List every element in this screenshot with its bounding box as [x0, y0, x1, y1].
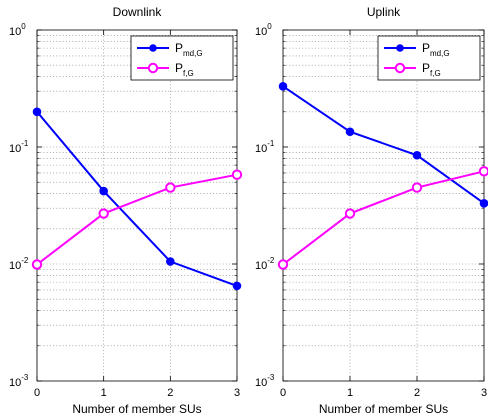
data-point	[98, 208, 109, 219]
x-axis-label: Number of member SUs	[319, 402, 448, 416]
x-tick-label: 3	[234, 387, 240, 399]
legend-label-subscript: md,G	[430, 49, 450, 58]
y-tick-label: 10-1	[9, 139, 29, 155]
legend-label-subscript: f,G	[430, 69, 441, 78]
series-line-0	[36, 111, 238, 287]
data-point	[277, 259, 289, 270]
data-point	[31, 259, 43, 270]
axes-box	[36, 29, 238, 382]
series-line-1	[36, 173, 238, 266]
data-point	[479, 199, 488, 208]
data-point	[344, 208, 356, 219]
y-tick-exponent: -2	[21, 256, 29, 265]
data-point	[99, 186, 108, 196]
x-tick-label: 3	[481, 387, 487, 399]
x-tick-label: 1	[347, 387, 353, 399]
legend-label-main: P	[175, 61, 183, 75]
legend-label: Pf,G	[175, 61, 194, 78]
y-tick-label: 10-3	[255, 373, 275, 389]
y-tick-base: 10	[9, 377, 21, 389]
y-tick-label: 10-3	[9, 373, 29, 389]
legend-box	[377, 35, 481, 81]
legend-marker	[147, 62, 159, 74]
x-tick-label: 1	[101, 387, 107, 399]
y-tick-exponent: -3	[267, 373, 275, 382]
y-tick-exponent: -1	[267, 139, 275, 148]
data-point	[412, 150, 422, 160]
y-tick-label: 100	[255, 22, 272, 38]
y-tick-base: 10	[255, 26, 267, 38]
legend: Pmd,GPf,G	[130, 35, 234, 81]
data-point	[165, 182, 176, 193]
legend-label: Pmd,G	[422, 41, 450, 58]
data-point	[478, 166, 488, 177]
data-point	[166, 257, 175, 266]
legend: Pmd,GPf,G	[377, 35, 481, 81]
legend-label-subscript: md,G	[183, 49, 203, 58]
x-tick-label: 0	[34, 387, 40, 399]
y-tick-label: 100	[9, 22, 26, 38]
y-tick-base: 10	[9, 143, 21, 155]
y-tick-base: 10	[9, 26, 21, 38]
data-point	[32, 107, 42, 117]
y-tick-base: 10	[9, 260, 21, 272]
legend-label: Pf,G	[422, 61, 441, 78]
chart-title: Uplink	[367, 5, 401, 19]
legend-box	[130, 35, 234, 81]
legend-label-main: P	[175, 41, 183, 55]
data-point	[278, 82, 288, 91]
y-tick-base: 10	[255, 143, 267, 155]
y-tick-base: 10	[255, 377, 267, 389]
chart-title: Downlink	[113, 5, 163, 19]
y-tick-exponent: -2	[267, 256, 275, 265]
legend-label-main: P	[422, 61, 430, 75]
data-point	[345, 127, 355, 137]
y-tick-label: 10-1	[255, 139, 275, 155]
legend-label-main: P	[422, 41, 430, 55]
data-point	[232, 281, 242, 291]
plot-area	[283, 30, 484, 381]
y-tick-exponent: 0	[21, 22, 26, 31]
legend-label-subscript: f,G	[183, 69, 194, 78]
legend-marker	[149, 44, 157, 52]
x-tick-label: 2	[167, 387, 173, 399]
x-axis-label: Number of member SUs	[72, 402, 201, 416]
x-tick-label: 2	[414, 387, 420, 399]
y-tick-exponent: 0	[267, 22, 272, 31]
legend-marker	[396, 44, 404, 52]
y-tick-exponent: -1	[21, 139, 29, 148]
x-tick-label: 0	[280, 387, 286, 399]
series-line-1	[282, 170, 485, 266]
legend-marker	[394, 62, 406, 74]
y-tick-label: 10-2	[255, 256, 275, 272]
y-tick-exponent: -3	[21, 373, 29, 382]
y-tick-label: 10-2	[9, 256, 29, 272]
legend-label: Pmd,G	[175, 41, 203, 58]
data-point	[231, 169, 243, 180]
data-point	[411, 182, 423, 193]
plot-area	[37, 30, 237, 381]
y-tick-base: 10	[255, 260, 267, 272]
